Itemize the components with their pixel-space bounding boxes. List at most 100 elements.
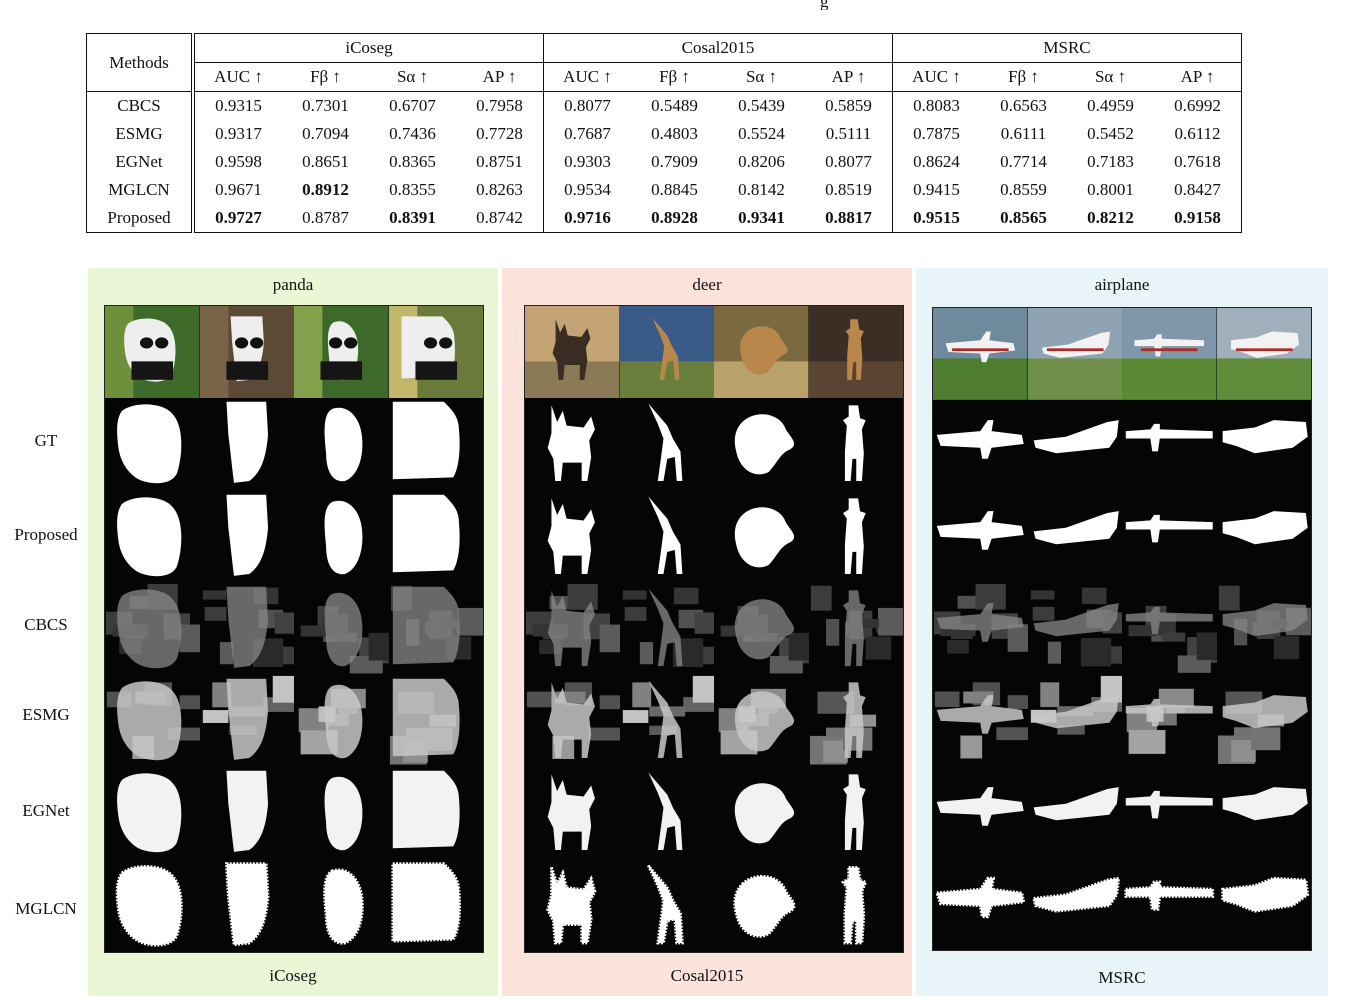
row-label-cbcs: CBCS: [24, 615, 68, 634]
saliency-map: [933, 491, 1028, 584]
saliency-map: [1027, 674, 1122, 767]
score-cell: 0.5439: [738, 96, 785, 115]
airplane-photo: [1027, 308, 1122, 400]
result-cell: [808, 398, 903, 491]
saliency-map: [105, 675, 200, 768]
saliency-map: [714, 582, 809, 676]
saliency-map: [105, 767, 200, 860]
table-row: CBCS 0.9315 0.7301 0.6707 0.7958 0.8077 0.5489…: [86, 91, 1242, 120]
airplane-photo: [1122, 308, 1217, 400]
panel-title: panda: [272, 275, 314, 294]
result-cell: [388, 859, 483, 952]
table-row: ESMG 0.9317 0.7094 0.7436 0.7728 0.7687 0.4803…: [86, 120, 1242, 148]
metric-header: Fβ ↑: [631, 62, 718, 92]
saliency-map: [1122, 766, 1217, 859]
saliency-map: [933, 674, 1028, 767]
result-cell: [105, 398, 200, 491]
saliency-map: [808, 398, 903, 491]
input-image-cell: [199, 306, 294, 399]
score-cell: 0.8077: [543, 91, 631, 120]
result-cell: [525, 767, 620, 860]
result-cell: [1122, 858, 1217, 950]
saliency-map: [1027, 399, 1122, 492]
score-cell: 0.8142: [738, 180, 785, 199]
result-cell: [1027, 674, 1122, 767]
score-cell: 0.8077: [825, 152, 872, 171]
saliency-map: [1027, 766, 1122, 859]
score-cell: 0.8001: [1087, 180, 1134, 199]
input-image-cell: [714, 306, 809, 399]
score-cell: 0.7714: [1000, 152, 1047, 171]
score-cell: 0.5859: [825, 96, 872, 115]
saliency-map: [525, 490, 620, 583]
saliency-map: [808, 490, 903, 583]
result-cell: [388, 398, 483, 491]
panda-photo: [388, 306, 483, 399]
group-header-msrc: MSRC: [892, 33, 1242, 63]
row-label-egnet: EGNet: [22, 801, 70, 820]
row-label-mglcn: MGLCN: [15, 899, 77, 918]
score-cell: 0.6992: [1174, 96, 1221, 115]
saliency-map: [933, 858, 1028, 950]
score-cell: 0.7909: [651, 152, 698, 171]
metric-header: AUC ↑: [892, 62, 980, 92]
saliency-map: [294, 398, 389, 491]
result-cell: [619, 859, 714, 952]
input-image-cell: [808, 306, 903, 399]
saliency-map: [1122, 491, 1217, 584]
result-cell: [808, 859, 903, 952]
method-name: CBCS: [86, 91, 195, 120]
result-cell: [294, 582, 389, 676]
result-cell: [619, 490, 714, 583]
metric-header: Fβ ↑: [282, 62, 369, 92]
method-name: Proposed: [86, 204, 195, 233]
saliency-map: [525, 582, 620, 676]
result-cell: [1027, 583, 1122, 675]
score-cell: 0.8365: [389, 152, 436, 171]
saliency-map: [1027, 858, 1122, 950]
saliency-map: [388, 490, 483, 583]
panel-panda: panda iCoseg: [88, 268, 498, 996]
panel-caption: Cosal2015: [670, 966, 744, 985]
score-cell: 0.8263: [476, 180, 523, 199]
score-cell: 0.8928: [631, 204, 718, 233]
saliency-map: [388, 398, 483, 491]
result-cell: [808, 675, 903, 768]
score-cell: 0.8565: [980, 204, 1067, 233]
saliency-map: [294, 767, 389, 860]
method-name: MGLCN: [86, 176, 195, 204]
saliency-map: [714, 675, 809, 768]
best-score: 0.9727: [215, 208, 262, 227]
image-grid: [932, 307, 1312, 951]
saliency-map: [1122, 583, 1217, 675]
result-cell: [525, 675, 620, 768]
table-row: MGLCN 0.9671 0.8912 0.8355 0.8263 0.9534 0.884…: [86, 176, 1242, 204]
panda-photo: [294, 306, 389, 399]
result-cell: [294, 398, 389, 491]
saliency-map: [525, 675, 620, 768]
saliency-map: [1216, 399, 1311, 492]
panel-caption: iCoseg: [269, 966, 317, 985]
score-cell: 0.9727: [192, 204, 282, 233]
saliency-map: [199, 675, 294, 768]
metric-header: AP ↑: [1154, 62, 1242, 92]
score-cell: 0.8624: [892, 148, 980, 176]
panda-photo: [105, 306, 200, 399]
saliency-map: [933, 766, 1028, 859]
result-cell: [199, 582, 294, 676]
saliency-map: [105, 859, 200, 952]
score-cell: 0.7687: [543, 120, 631, 148]
result-cell: [714, 675, 809, 768]
result-cell: [714, 767, 809, 860]
score-cell: 0.9598: [192, 148, 282, 176]
result-cell: [1216, 491, 1311, 584]
panel-title: deer: [692, 275, 722, 294]
score-cell: 0.6111: [1000, 124, 1047, 143]
metric-header: AUC ↑: [543, 62, 631, 92]
saliency-map: [1122, 399, 1217, 492]
result-cell: [388, 582, 483, 676]
saliency-map: [199, 767, 294, 860]
score-cell: 0.8742: [476, 208, 523, 227]
result-cell: [1122, 766, 1217, 859]
result-cell: [933, 766, 1028, 859]
